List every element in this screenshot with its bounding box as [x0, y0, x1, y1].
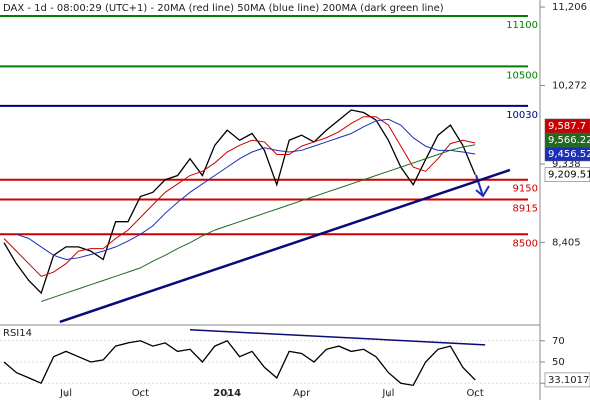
trendline	[59, 168, 511, 324]
y-tick-label: 11,206	[552, 2, 587, 13]
x-tick-label: Jul	[381, 388, 394, 399]
rsi-tag	[544, 372, 590, 388]
price-tag	[544, 118, 590, 134]
arrow	[475, 174, 490, 198]
series-line	[16, 118, 476, 261]
price-tag-label: 9,209.51	[548, 170, 590, 181]
price-tag-label: 9,566.22	[548, 135, 590, 146]
price-tag-label: 9,456.52	[548, 149, 590, 160]
level-label: 8915	[513, 203, 538, 214]
series-line	[41, 144, 476, 302]
x-tick-label: Oct	[132, 388, 149, 399]
price-tag-label: 9,587.7	[548, 121, 586, 132]
price-tag	[544, 167, 590, 182]
title-background	[0, 0, 430, 14]
y-tick-label: 9,338	[552, 159, 581, 170]
level-label: 10030	[506, 110, 538, 121]
y-tick-label: 8,405	[552, 237, 581, 248]
x-tick-label: 2014	[213, 388, 241, 399]
trendline	[189, 329, 486, 346]
series-line	[3, 109, 476, 295]
x-tick-label: Oct	[467, 388, 484, 399]
y-tick-label: 10,272	[552, 80, 587, 91]
rsi-title: RSI14	[3, 328, 32, 339]
x-tick-label: Apr	[293, 388, 311, 399]
y-tick-label: 50	[552, 357, 565, 368]
level-label: 10500	[506, 70, 538, 81]
level-label: 9150	[513, 184, 538, 195]
level-label: 8500	[513, 238, 538, 249]
series-line	[3, 339, 476, 387]
chart-title: DAX - 1d - 08:00:29 (UTC+1) - 20MA (red …	[3, 3, 444, 14]
rsi-tag-label: 33.1017	[548, 375, 589, 386]
series-line	[3, 116, 476, 277]
y-tick-label: 70	[552, 336, 565, 347]
level-label: 11100	[506, 20, 538, 31]
x-tick-label: Jul	[59, 388, 72, 399]
